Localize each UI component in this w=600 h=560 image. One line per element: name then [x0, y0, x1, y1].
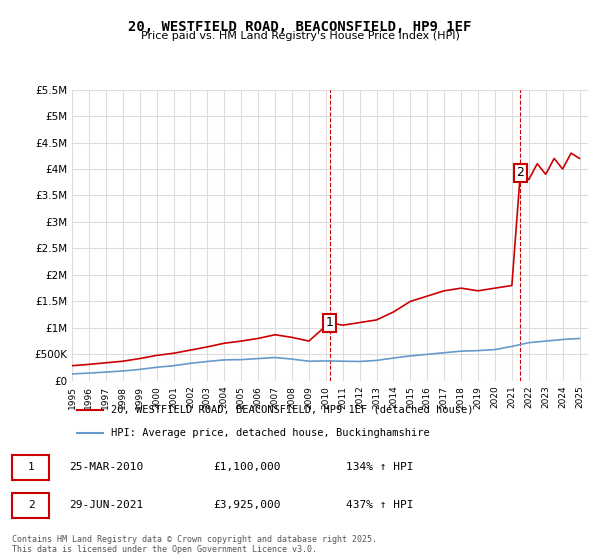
FancyBboxPatch shape	[12, 493, 49, 517]
Text: 1: 1	[326, 316, 334, 329]
Text: HPI: Average price, detached house, Buckinghamshire: HPI: Average price, detached house, Buck…	[110, 428, 430, 438]
Text: 437% ↑ HPI: 437% ↑ HPI	[346, 500, 413, 510]
Text: 20, WESTFIELD ROAD, BEACONSFIELD, HP9 1EF (detached house): 20, WESTFIELD ROAD, BEACONSFIELD, HP9 1E…	[110, 404, 473, 414]
Text: 20, WESTFIELD ROAD, BEACONSFIELD, HP9 1EF: 20, WESTFIELD ROAD, BEACONSFIELD, HP9 1E…	[128, 20, 472, 34]
Text: 29-JUN-2021: 29-JUN-2021	[70, 500, 144, 510]
Text: Contains HM Land Registry data © Crown copyright and database right 2025.
This d: Contains HM Land Registry data © Crown c…	[12, 535, 377, 554]
Text: 2: 2	[517, 166, 524, 180]
Text: 134% ↑ HPI: 134% ↑ HPI	[346, 463, 413, 472]
Text: 1: 1	[28, 463, 34, 472]
Text: 2: 2	[28, 500, 34, 510]
Text: 25-MAR-2010: 25-MAR-2010	[70, 463, 144, 472]
Text: Price paid vs. HM Land Registry's House Price Index (HPI): Price paid vs. HM Land Registry's House …	[140, 31, 460, 41]
Text: £3,925,000: £3,925,000	[214, 500, 281, 510]
Text: £1,100,000: £1,100,000	[214, 463, 281, 472]
FancyBboxPatch shape	[12, 455, 49, 480]
